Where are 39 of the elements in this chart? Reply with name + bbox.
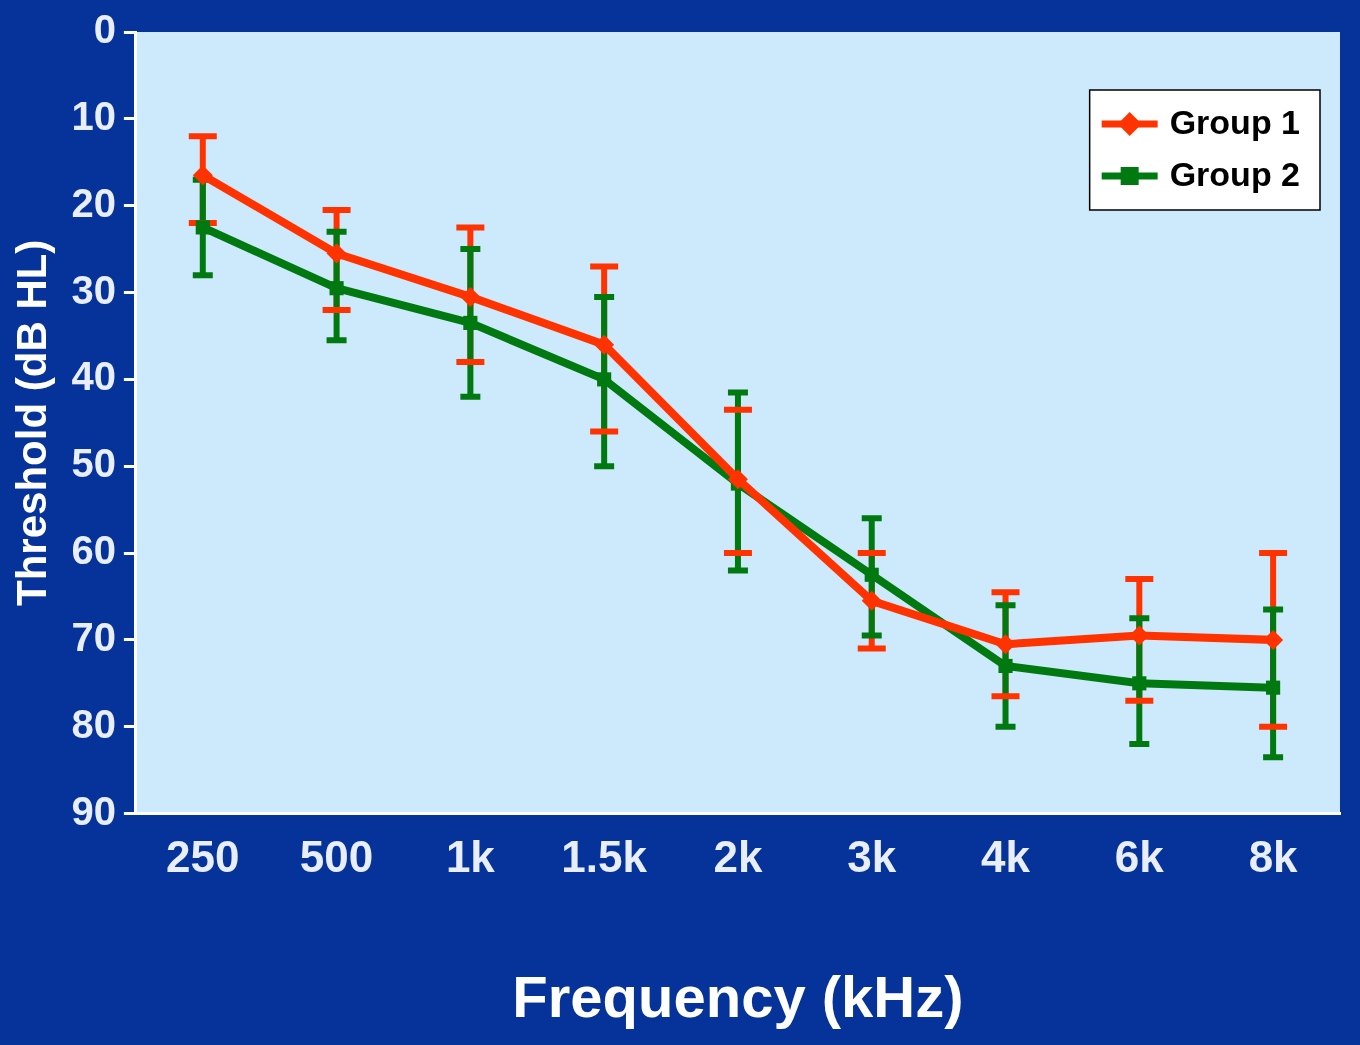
y-axis-title: Threshold (dB HL) xyxy=(7,239,55,606)
legend-label: Group 1 xyxy=(1169,103,1300,142)
point xyxy=(326,243,347,264)
y-tick-label: 90 xyxy=(71,788,116,833)
point xyxy=(594,334,615,355)
y-tick-label: 70 xyxy=(71,614,116,659)
point xyxy=(192,165,213,186)
x-tick-label: 8k xyxy=(1248,832,1299,882)
x-tick-label: 250 xyxy=(166,832,240,882)
y-tick-label: 60 xyxy=(71,528,116,573)
point xyxy=(861,590,882,611)
x-tick-label: 1k xyxy=(445,832,496,882)
point xyxy=(597,372,612,387)
y-tick-label: 30 xyxy=(71,267,116,312)
point xyxy=(1263,629,1284,650)
point xyxy=(1266,680,1281,695)
legend-label: Group 2 xyxy=(1169,155,1300,194)
x-axis-title: Frequency (kHz) xyxy=(512,964,964,1030)
point xyxy=(329,281,344,296)
y-tick-label: 40 xyxy=(71,354,116,399)
x-tick-label: 1.5k xyxy=(561,832,648,882)
point xyxy=(998,658,1013,674)
y-tick-label: 10 xyxy=(71,93,116,138)
x-tick-label: 6k xyxy=(1114,832,1165,882)
x-tick-label: 3k xyxy=(847,832,897,882)
point xyxy=(727,469,748,490)
y-tick-label: 20 xyxy=(71,180,116,225)
x-tick-label: 500 xyxy=(299,832,374,882)
x-tick-label: 2k xyxy=(713,832,763,882)
point xyxy=(460,286,481,307)
y-tick-label: 80 xyxy=(71,701,116,746)
y-tick-label: 0 xyxy=(93,7,116,52)
point xyxy=(864,567,879,582)
point xyxy=(1132,676,1147,691)
x-tick-label: 4k xyxy=(981,832,1031,882)
point xyxy=(463,315,478,330)
y-tick-label: 50 xyxy=(71,441,116,486)
point xyxy=(995,634,1016,655)
point xyxy=(195,220,210,235)
